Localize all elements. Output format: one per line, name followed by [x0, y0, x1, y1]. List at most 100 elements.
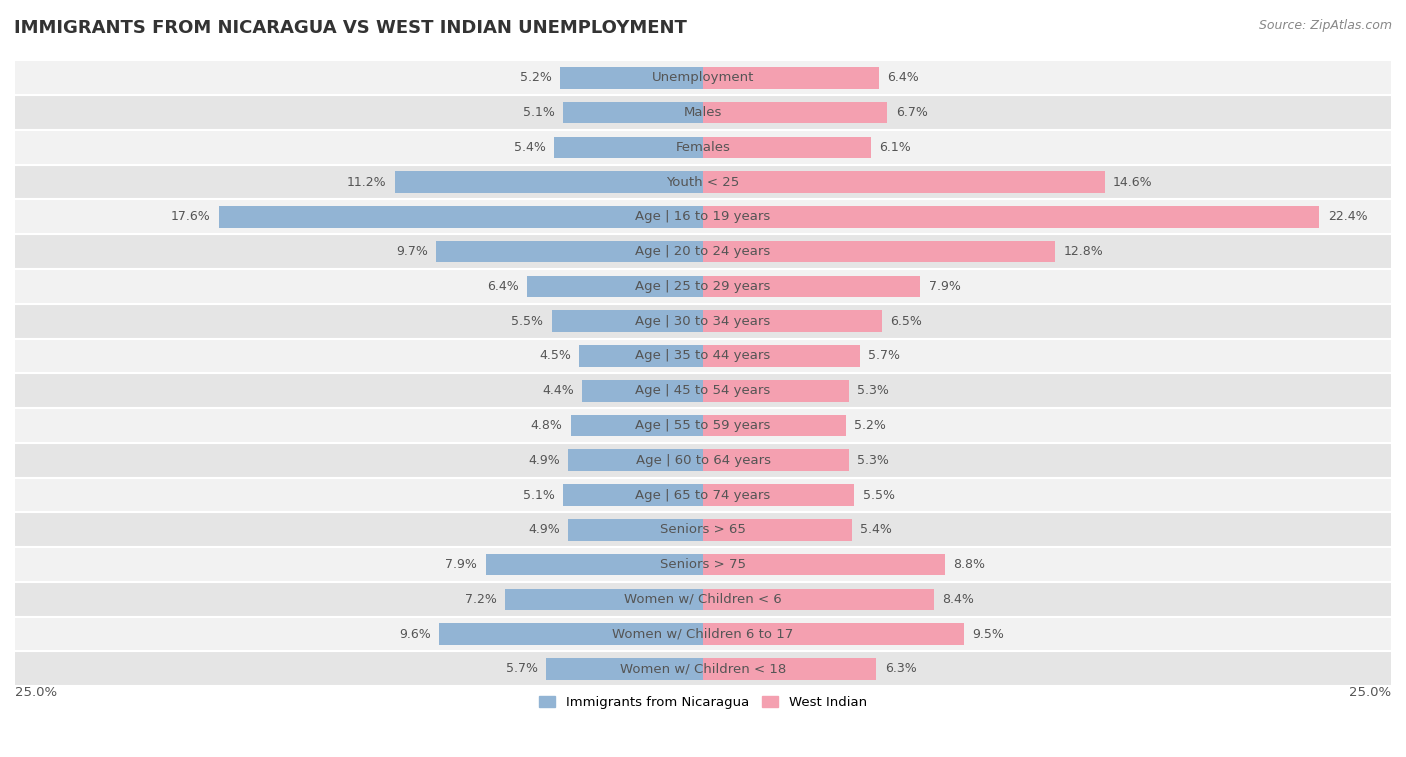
Bar — [15, 547, 1391, 582]
Bar — [15, 61, 1391, 95]
Text: 5.5%: 5.5% — [863, 488, 894, 502]
Text: 5.4%: 5.4% — [515, 141, 546, 154]
Text: 5.1%: 5.1% — [523, 488, 554, 502]
Text: 5.3%: 5.3% — [858, 385, 889, 397]
Bar — [703, 588, 934, 610]
Text: 9.6%: 9.6% — [399, 628, 430, 640]
Text: 5.4%: 5.4% — [860, 523, 891, 536]
Bar — [439, 623, 703, 645]
Bar — [15, 582, 1391, 617]
Text: 5.3%: 5.3% — [858, 453, 889, 467]
Text: 8.4%: 8.4% — [942, 593, 974, 606]
Text: Age | 60 to 64 years: Age | 60 to 64 years — [636, 453, 770, 467]
Bar — [562, 484, 703, 506]
Bar — [15, 165, 1391, 200]
Bar — [579, 345, 703, 366]
Bar — [15, 408, 1391, 443]
Text: 11.2%: 11.2% — [347, 176, 387, 188]
Text: 17.6%: 17.6% — [170, 210, 211, 223]
Legend: Immigrants from Nicaragua, West Indian: Immigrants from Nicaragua, West Indian — [534, 690, 872, 714]
Bar — [560, 67, 703, 89]
Text: 6.3%: 6.3% — [884, 662, 917, 675]
Bar — [527, 276, 703, 298]
Text: 5.2%: 5.2% — [855, 419, 886, 432]
Bar — [703, 415, 846, 436]
Text: Age | 55 to 59 years: Age | 55 to 59 years — [636, 419, 770, 432]
Text: IMMIGRANTS FROM NICARAGUA VS WEST INDIAN UNEMPLOYMENT: IMMIGRANTS FROM NICARAGUA VS WEST INDIAN… — [14, 19, 688, 37]
Text: Age | 30 to 34 years: Age | 30 to 34 years — [636, 315, 770, 328]
Text: 5.2%: 5.2% — [520, 71, 551, 84]
Text: 12.8%: 12.8% — [1063, 245, 1104, 258]
Bar — [15, 234, 1391, 269]
Text: 6.1%: 6.1% — [879, 141, 911, 154]
Bar — [15, 617, 1391, 652]
Text: Women w/ Children < 18: Women w/ Children < 18 — [620, 662, 786, 675]
Bar — [571, 415, 703, 436]
Bar — [15, 373, 1391, 408]
Text: 7.2%: 7.2% — [465, 593, 496, 606]
Text: 5.5%: 5.5% — [512, 315, 543, 328]
Bar — [703, 380, 849, 401]
Bar — [703, 519, 852, 540]
Bar — [219, 206, 703, 228]
Text: Age | 35 to 44 years: Age | 35 to 44 years — [636, 350, 770, 363]
Text: 9.7%: 9.7% — [396, 245, 427, 258]
Bar — [562, 101, 703, 123]
Bar — [15, 338, 1391, 373]
Bar — [485, 554, 703, 575]
Bar — [703, 241, 1056, 263]
Bar — [703, 310, 882, 332]
Bar — [15, 130, 1391, 165]
Text: Seniors > 65: Seniors > 65 — [659, 523, 747, 536]
Text: Women w/ Children < 6: Women w/ Children < 6 — [624, 593, 782, 606]
Bar — [703, 658, 876, 680]
Bar — [15, 443, 1391, 478]
Bar — [15, 200, 1391, 234]
Bar — [568, 519, 703, 540]
Bar — [703, 171, 1105, 193]
Bar — [703, 554, 945, 575]
Text: 4.9%: 4.9% — [529, 523, 560, 536]
Bar — [582, 380, 703, 401]
Bar — [703, 484, 855, 506]
Bar — [395, 171, 703, 193]
Bar — [546, 658, 703, 680]
Text: 6.7%: 6.7% — [896, 106, 928, 119]
Bar — [568, 450, 703, 471]
Text: 22.4%: 22.4% — [1327, 210, 1367, 223]
Text: 4.9%: 4.9% — [529, 453, 560, 467]
Bar — [703, 623, 965, 645]
Text: 25.0%: 25.0% — [1348, 687, 1391, 699]
Bar — [15, 95, 1391, 130]
Text: 14.6%: 14.6% — [1114, 176, 1153, 188]
Text: Source: ZipAtlas.com: Source: ZipAtlas.com — [1258, 19, 1392, 32]
Text: 6.4%: 6.4% — [887, 71, 920, 84]
Text: 6.4%: 6.4% — [486, 280, 519, 293]
Text: 4.8%: 4.8% — [531, 419, 562, 432]
Text: 4.4%: 4.4% — [541, 385, 574, 397]
Text: 25.0%: 25.0% — [15, 687, 58, 699]
Bar — [15, 269, 1391, 304]
Text: 5.7%: 5.7% — [868, 350, 900, 363]
Text: Age | 16 to 19 years: Age | 16 to 19 years — [636, 210, 770, 223]
Text: 4.5%: 4.5% — [538, 350, 571, 363]
Text: Age | 25 to 29 years: Age | 25 to 29 years — [636, 280, 770, 293]
Bar — [15, 512, 1391, 547]
Bar — [15, 478, 1391, 512]
Text: 5.1%: 5.1% — [523, 106, 554, 119]
Bar — [505, 588, 703, 610]
Bar — [703, 206, 1319, 228]
Bar — [551, 310, 703, 332]
Text: Females: Females — [675, 141, 731, 154]
Bar — [703, 276, 921, 298]
Text: 8.8%: 8.8% — [953, 558, 986, 571]
Text: 9.5%: 9.5% — [973, 628, 1004, 640]
Text: Males: Males — [683, 106, 723, 119]
Text: Age | 45 to 54 years: Age | 45 to 54 years — [636, 385, 770, 397]
Bar — [703, 67, 879, 89]
Text: 6.5%: 6.5% — [890, 315, 922, 328]
Bar — [703, 450, 849, 471]
Text: Age | 65 to 74 years: Age | 65 to 74 years — [636, 488, 770, 502]
Bar — [703, 136, 870, 158]
Bar — [554, 136, 703, 158]
